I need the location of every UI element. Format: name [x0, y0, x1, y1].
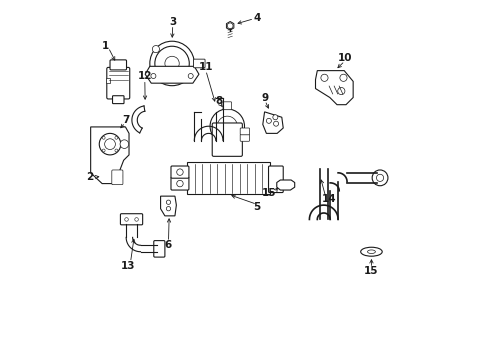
- Circle shape: [166, 207, 170, 211]
- Circle shape: [99, 134, 121, 155]
- FancyBboxPatch shape: [112, 96, 124, 104]
- FancyBboxPatch shape: [110, 60, 126, 70]
- Ellipse shape: [101, 171, 122, 182]
- FancyBboxPatch shape: [171, 177, 188, 190]
- Polygon shape: [90, 127, 129, 184]
- Circle shape: [376, 174, 383, 181]
- Text: 15: 15: [261, 188, 276, 198]
- Circle shape: [227, 23, 233, 29]
- Circle shape: [104, 139, 115, 149]
- Text: 13: 13: [121, 261, 135, 271]
- Text: 10: 10: [337, 53, 351, 63]
- Polygon shape: [276, 180, 294, 190]
- Text: 5: 5: [253, 202, 260, 212]
- FancyBboxPatch shape: [106, 67, 129, 99]
- FancyBboxPatch shape: [171, 166, 188, 178]
- FancyBboxPatch shape: [240, 128, 249, 135]
- Circle shape: [273, 121, 278, 126]
- Circle shape: [176, 169, 183, 175]
- Ellipse shape: [360, 247, 382, 256]
- Circle shape: [135, 218, 138, 221]
- Text: 12: 12: [137, 71, 152, 81]
- Circle shape: [151, 73, 156, 78]
- Circle shape: [320, 74, 327, 81]
- Circle shape: [164, 56, 179, 71]
- Text: 2: 2: [86, 172, 93, 182]
- FancyBboxPatch shape: [268, 166, 283, 193]
- Circle shape: [120, 140, 128, 148]
- Circle shape: [266, 118, 271, 123]
- Circle shape: [166, 200, 170, 204]
- FancyBboxPatch shape: [240, 134, 249, 141]
- FancyBboxPatch shape: [120, 214, 142, 225]
- Circle shape: [176, 180, 183, 187]
- Circle shape: [210, 109, 244, 143]
- Circle shape: [339, 74, 346, 81]
- Circle shape: [102, 149, 105, 152]
- FancyBboxPatch shape: [212, 123, 242, 156]
- Circle shape: [217, 116, 237, 136]
- Circle shape: [152, 45, 159, 53]
- FancyBboxPatch shape: [223, 102, 231, 110]
- Text: 15: 15: [364, 266, 378, 276]
- Circle shape: [155, 46, 189, 81]
- FancyBboxPatch shape: [153, 240, 164, 257]
- FancyBboxPatch shape: [193, 59, 204, 68]
- Circle shape: [188, 73, 193, 78]
- Polygon shape: [315, 71, 352, 105]
- Polygon shape: [160, 196, 176, 216]
- Polygon shape: [145, 66, 199, 83]
- Polygon shape: [226, 22, 233, 30]
- Circle shape: [337, 87, 344, 95]
- Text: 11: 11: [198, 62, 213, 72]
- Text: 6: 6: [164, 240, 172, 250]
- Circle shape: [102, 136, 105, 139]
- Ellipse shape: [367, 250, 375, 253]
- Ellipse shape: [105, 173, 119, 180]
- Text: 9: 9: [261, 93, 268, 103]
- Circle shape: [272, 115, 277, 120]
- Text: 8: 8: [215, 96, 223, 106]
- Circle shape: [149, 41, 194, 86]
- Circle shape: [115, 136, 118, 139]
- Bar: [187, 162, 269, 194]
- Circle shape: [371, 170, 387, 186]
- Text: 7: 7: [122, 115, 129, 125]
- Text: 3: 3: [169, 17, 176, 27]
- Text: 14: 14: [321, 194, 335, 204]
- Circle shape: [115, 149, 118, 152]
- Circle shape: [124, 218, 128, 221]
- Text: 1: 1: [102, 41, 109, 50]
- Polygon shape: [262, 112, 283, 134]
- Text: 4: 4: [253, 13, 260, 23]
- FancyBboxPatch shape: [112, 170, 122, 185]
- Bar: [106, 78, 109, 83]
